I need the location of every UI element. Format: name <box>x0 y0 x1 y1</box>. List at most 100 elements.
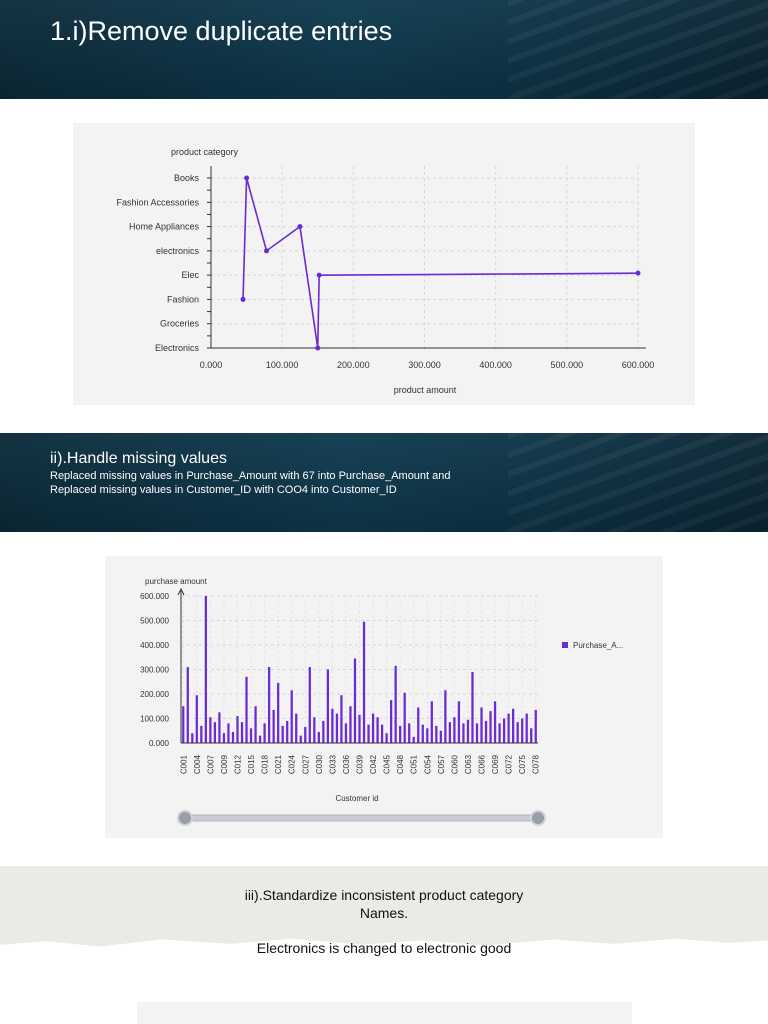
data-point <box>264 248 270 254</box>
x-tick-label: C036 <box>342 754 351 774</box>
x-tick-label: C075 <box>518 754 527 774</box>
standardize-note: Electronics is changed to electronic goo… <box>256 940 512 956</box>
bar <box>358 714 361 743</box>
x-tick-label: 400.000 <box>479 360 512 370</box>
bar <box>340 695 343 743</box>
bar <box>417 707 420 743</box>
paper-section <box>0 866 768 1024</box>
slide-title-duplicates: 1.i)Remove duplicate entries <box>50 16 393 46</box>
purchase-bar-chart: 0.000 100.000 200.000 300.000 400.000 500.000… <box>140 577 623 826</box>
title-banner <box>0 0 768 99</box>
data-point <box>297 224 303 230</box>
bar <box>444 690 447 743</box>
bar <box>295 713 298 743</box>
bar <box>376 717 379 743</box>
y-tick-label: 0.000 <box>149 739 170 748</box>
bar <box>466 719 470 743</box>
slide-title-missing: ii).Handle missing values <box>50 450 227 467</box>
bar <box>475 723 479 743</box>
bar <box>507 713 510 743</box>
y-tick-label: Books <box>174 173 200 183</box>
x-tick-label: C007 <box>206 754 215 774</box>
bar <box>331 708 334 743</box>
x-tick-label: C042 <box>369 754 378 774</box>
y-tick-label: 300.000 <box>140 666 169 675</box>
bar <box>290 690 293 743</box>
bar <box>408 723 411 743</box>
bar <box>299 735 302 743</box>
range-slider-track[interactable] <box>184 814 539 822</box>
bar <box>240 722 244 743</box>
bar <box>394 665 397 743</box>
bar <box>471 671 474 743</box>
bar <box>200 725 203 743</box>
bar <box>209 717 212 743</box>
bar <box>390 700 393 743</box>
data-point <box>635 270 641 276</box>
bar <box>322 720 325 743</box>
y-axis-arrow <box>177 587 185 596</box>
bar <box>254 706 257 743</box>
x-tick-label: C048 <box>396 754 405 774</box>
x-tick-label: C066 <box>478 754 487 774</box>
y-axis-label: product category <box>171 147 239 157</box>
x-tick-label: C021 <box>274 754 283 774</box>
bar <box>421 724 424 743</box>
x-tick-label: C030 <box>315 754 324 774</box>
x-tick-label: C069 <box>491 754 500 774</box>
bar <box>371 713 375 743</box>
range-slider-left-handle[interactable] <box>177 810 193 826</box>
bar <box>258 735 262 743</box>
bar <box>426 728 429 743</box>
x-tick-label: 500.000 <box>551 360 584 370</box>
x-axis-label: Customer id <box>335 794 378 803</box>
x-tick-label: C018 <box>261 754 270 774</box>
bar <box>267 667 271 743</box>
x-tick-label: C060 <box>450 754 459 774</box>
x-tick-label: C009 <box>220 754 229 774</box>
data-point <box>316 272 322 278</box>
bar <box>435 725 438 743</box>
bar <box>186 667 189 743</box>
bar <box>480 707 483 743</box>
bar <box>516 722 519 743</box>
x-tick-label: C001 <box>179 754 188 774</box>
bar <box>362 621 366 743</box>
x-tick-label: C057 <box>437 754 446 774</box>
bar <box>204 596 207 743</box>
x-tick-label: 600.000 <box>622 360 655 370</box>
data-point <box>240 296 246 302</box>
y-tick-label: Groceries <box>160 319 200 329</box>
banner-decoration <box>508 0 768 99</box>
bar <box>182 706 185 743</box>
x-tick-label: C024 <box>288 754 297 774</box>
bar <box>236 716 239 743</box>
bar <box>502 718 506 743</box>
x-tick-label: 100.000 <box>266 360 299 370</box>
y-tick-label: Elec <box>181 270 199 280</box>
bar <box>335 713 339 743</box>
y-tick-label: 100.000 <box>140 715 169 724</box>
bar <box>403 692 406 743</box>
bar <box>525 713 528 743</box>
bar <box>195 695 198 743</box>
range-slider-right-handle[interactable] <box>530 810 546 826</box>
bar <box>317 731 320 743</box>
bar <box>308 667 311 743</box>
x-tick-label: C051 <box>410 754 419 774</box>
bar <box>385 733 388 743</box>
bar <box>349 706 352 743</box>
bar <box>353 658 357 743</box>
bar <box>245 676 248 743</box>
bar <box>286 720 289 743</box>
bar <box>453 717 456 743</box>
bar <box>534 709 537 743</box>
bar <box>231 731 235 743</box>
bar <box>412 736 415 743</box>
x-tick-label: 0.000 <box>200 360 223 370</box>
y-tick-label: 200.000 <box>140 690 169 699</box>
bar <box>530 728 533 743</box>
x-tick-label: 300.000 <box>408 360 441 370</box>
banner-decoration <box>508 433 768 532</box>
bar <box>367 724 370 743</box>
